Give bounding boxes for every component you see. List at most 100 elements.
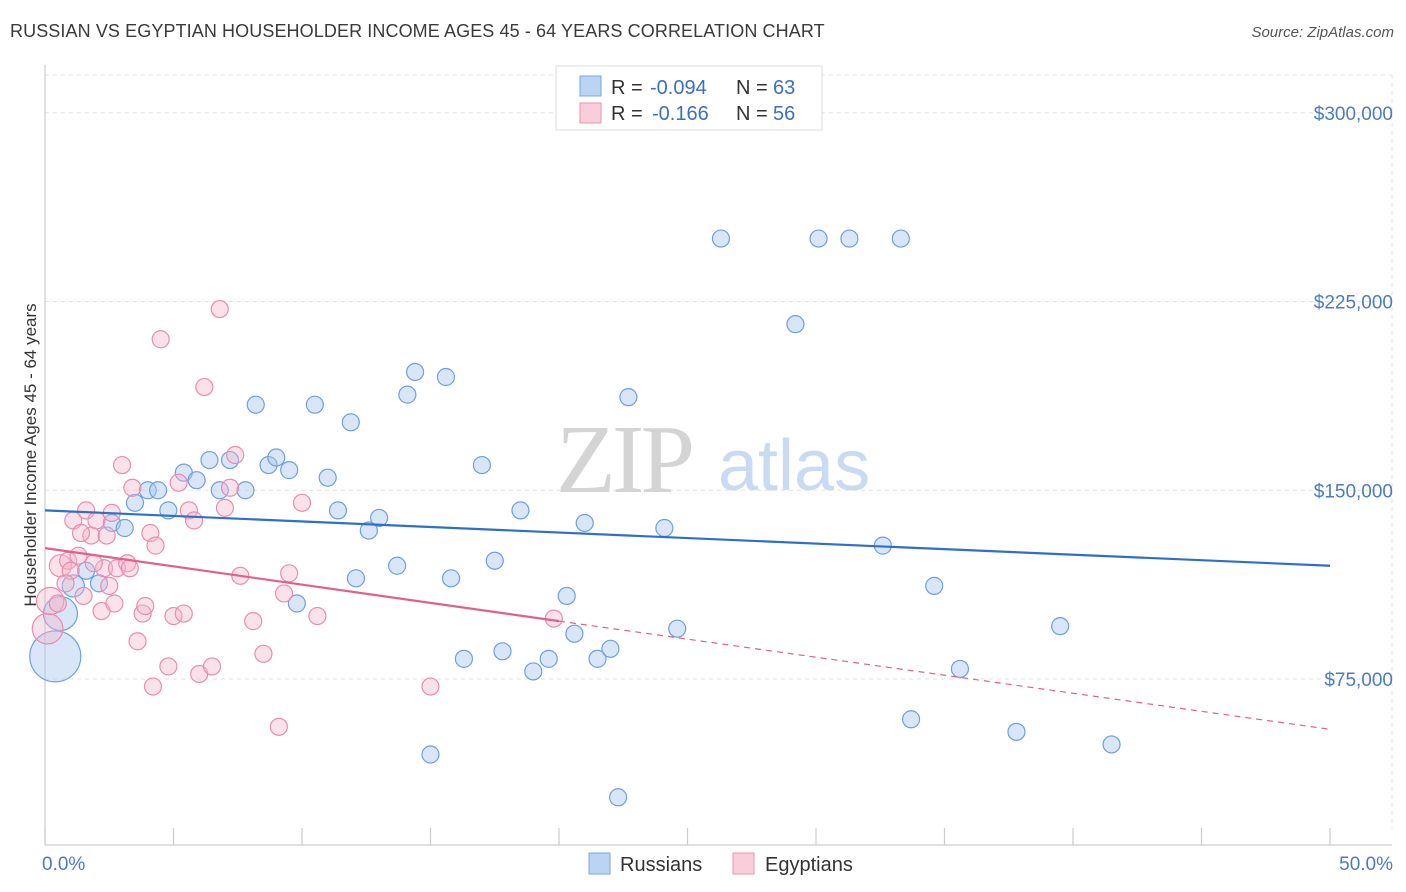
russians-point-33 bbox=[436, 367, 456, 387]
russians-point-12 bbox=[187, 471, 206, 490]
bottom-legend-swatch-egyptians bbox=[732, 852, 755, 875]
egyptians-point-49 bbox=[143, 677, 163, 696]
egyptians-trend-line-extension bbox=[558, 620, 1331, 730]
russians-point-50 bbox=[668, 619, 687, 638]
russians-point-34 bbox=[441, 569, 461, 588]
russians-point-8 bbox=[138, 481, 157, 500]
egyptians-point-46 bbox=[308, 606, 327, 626]
russians-point-22 bbox=[305, 395, 324, 414]
bottom-legend: Russians Egyptians bbox=[588, 852, 853, 876]
russians-point-42 bbox=[557, 586, 576, 606]
egyptians-point-33 bbox=[195, 377, 214, 397]
egyptians-point-54 bbox=[84, 554, 103, 573]
legend-n-value-2: 56 bbox=[773, 103, 795, 125]
russians-point-48 bbox=[619, 388, 638, 407]
russians-point-41 bbox=[539, 649, 558, 668]
russians-point-61 bbox=[1051, 617, 1070, 636]
russians-point-47 bbox=[609, 788, 628, 807]
russians-point-54 bbox=[840, 229, 859, 248]
russians-point-7 bbox=[125, 493, 145, 512]
legend-r-label-1: R = bbox=[611, 77, 643, 99]
legend-r-label-2: R = bbox=[611, 103, 643, 125]
russians-point-37 bbox=[485, 551, 504, 570]
egyptians-point-30 bbox=[179, 501, 199, 520]
russians-point-52 bbox=[786, 315, 805, 334]
russians-point-49 bbox=[655, 518, 674, 538]
egyptians-point-38 bbox=[226, 445, 245, 465]
russians-point-30 bbox=[398, 385, 417, 404]
bottom-legend-egyptians: Egyptians bbox=[765, 854, 853, 876]
russians-point-39 bbox=[511, 501, 530, 520]
legend-n-label-1: N = bbox=[736, 77, 768, 99]
russians-point-26 bbox=[346, 569, 366, 588]
y-tick-label-2: $225,000 bbox=[1314, 293, 1393, 314]
russians-point-36 bbox=[472, 455, 491, 475]
x-tick-label-1: 50.0% bbox=[1339, 854, 1393, 875]
legend-swatch-russians bbox=[579, 75, 602, 97]
russians-point-27 bbox=[359, 521, 378, 540]
y-tick-labels: $75,000 $150,000 $225,000 $300,000 bbox=[1314, 104, 1393, 691]
russians-point-45 bbox=[588, 649, 607, 668]
y-tick-label-0: $75,000 bbox=[1324, 670, 1393, 691]
egyptians-point-22 bbox=[136, 596, 155, 616]
egyptians-point-41 bbox=[254, 644, 273, 663]
egyptians-point-44 bbox=[280, 564, 299, 583]
russians-point-28 bbox=[370, 508, 389, 528]
russians-point-58 bbox=[925, 576, 944, 595]
data-points bbox=[29, 229, 1121, 807]
russians-point-20 bbox=[280, 461, 299, 480]
russians-point-23 bbox=[318, 468, 337, 487]
watermark-zip: ZIP bbox=[556, 406, 691, 514]
grid-lines bbox=[45, 74, 1393, 830]
axes bbox=[44, 65, 1392, 846]
russians-point-46 bbox=[601, 639, 620, 658]
egyptians-point-34 bbox=[202, 657, 222, 676]
chart-title: RUSSIAN VS EGYPTIAN HOUSEHOLDER INCOME A… bbox=[10, 21, 825, 41]
watermark-atlas: atlas bbox=[718, 426, 870, 506]
russians-point-43 bbox=[565, 624, 584, 643]
egyptians-point-24 bbox=[146, 536, 165, 555]
egyptians-point-19 bbox=[123, 478, 142, 497]
egyptians-trend-line bbox=[44, 547, 560, 623]
russians-point-29 bbox=[387, 556, 407, 575]
russians-point-56 bbox=[891, 229, 910, 248]
russians-point-31 bbox=[405, 362, 425, 382]
russians-point-53 bbox=[809, 229, 828, 248]
egyptians-point-53 bbox=[56, 574, 75, 593]
russians-point-19 bbox=[267, 448, 286, 467]
egyptians-point-31 bbox=[184, 511, 204, 530]
egyptians-point-55 bbox=[97, 526, 116, 545]
y-tick-label-3: $300,000 bbox=[1314, 104, 1393, 125]
russians-point-4 bbox=[77, 561, 96, 580]
y-axis-label: Householder Income Ages 45 - 64 years bbox=[21, 303, 40, 606]
legend-r-value-1: -0.094 bbox=[650, 77, 707, 99]
russians-point-18 bbox=[259, 455, 278, 475]
egyptians-point-50 bbox=[120, 559, 139, 578]
egyptians-point-52 bbox=[71, 523, 91, 543]
russians-point-35 bbox=[454, 649, 474, 668]
egyptians-point-14 bbox=[100, 576, 119, 595]
russians-point-15 bbox=[220, 450, 240, 470]
russians-point-40 bbox=[524, 662, 543, 681]
russians-point-38 bbox=[493, 642, 512, 661]
russians-point-24 bbox=[328, 501, 348, 520]
trend-lines bbox=[44, 509, 1331, 730]
russians-point-57 bbox=[901, 710, 921, 729]
egyptians-point-47 bbox=[421, 677, 440, 696]
source-credit: Source: ZipAtlas.com bbox=[1251, 24, 1394, 41]
russians-point-16 bbox=[236, 481, 255, 500]
egyptians-point-36 bbox=[215, 498, 234, 517]
egyptians-point-40 bbox=[244, 612, 263, 631]
egyptians-point-37 bbox=[220, 478, 240, 497]
x-tick-labels: 0.0% 50.0% bbox=[42, 854, 1393, 875]
legend-r-value-2: -0.166 bbox=[652, 103, 709, 125]
russians-point-21 bbox=[287, 594, 306, 613]
egyptians-point-13 bbox=[95, 559, 114, 578]
egyptians-point-26 bbox=[159, 657, 178, 676]
bottom-legend-russians: Russians bbox=[620, 854, 702, 876]
russians-point-44 bbox=[575, 513, 594, 533]
legend-box: R = -0.094 N = 63 R = -0.166 N = 56 bbox=[555, 65, 823, 131]
legend-n-value-1: 63 bbox=[773, 77, 795, 99]
egyptians-point-51 bbox=[105, 594, 124, 613]
